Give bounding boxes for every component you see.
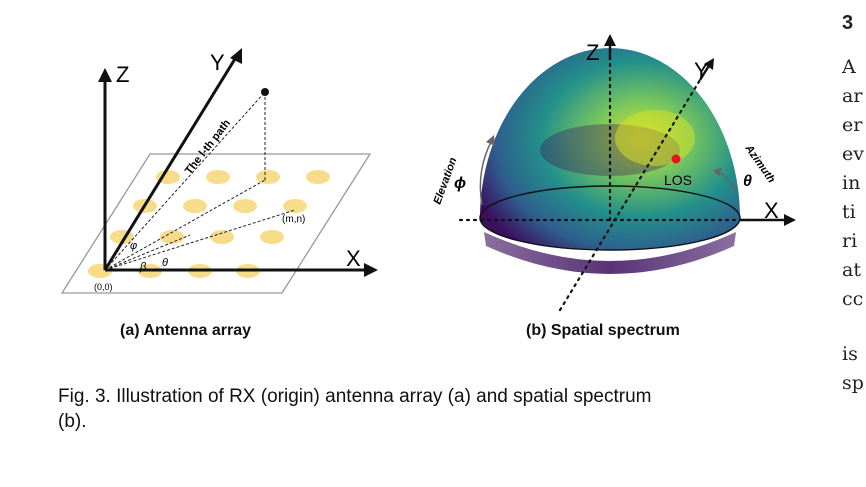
spectrum-band bbox=[484, 232, 736, 274]
phi-label: φ bbox=[130, 240, 137, 252]
figure-caption: Fig. 3. Illustration of RX (origin) ante… bbox=[58, 384, 798, 434]
axis-label-y: Y bbox=[210, 50, 225, 75]
text-line: cc bbox=[842, 288, 864, 310]
axis-label-x: X bbox=[764, 198, 779, 223]
source-point bbox=[261, 88, 269, 96]
text-line: ri bbox=[842, 230, 858, 252]
beta-label: β bbox=[139, 261, 147, 273]
text-line: ti bbox=[842, 201, 856, 223]
dotted-axes bbox=[458, 48, 757, 312]
antenna-elements bbox=[88, 170, 330, 278]
text-line: er bbox=[842, 114, 863, 136]
array-plane bbox=[60, 153, 372, 294]
text-line: at bbox=[842, 259, 861, 281]
axis-label-x: X bbox=[346, 246, 361, 271]
right-column-text: 3 A ar er ev in ti ri at cc is sp bbox=[842, 12, 866, 398]
theta-label: θ bbox=[162, 257, 168, 269]
text-line: is bbox=[842, 343, 858, 365]
text-line: A bbox=[842, 56, 856, 78]
axes bbox=[103, 53, 370, 272]
spatial-spectrum-figure: Z Y X Elevation ϕ Azimuth θ LOS bbox=[432, 34, 796, 312]
section-number: 3 bbox=[842, 12, 854, 34]
text-line: sp bbox=[842, 372, 864, 394]
los-point bbox=[671, 154, 681, 164]
path-lines bbox=[104, 91, 296, 271]
subcaption-b: (b) Spatial spectrum bbox=[526, 322, 680, 339]
origin-label: (0,0) bbox=[94, 282, 113, 292]
caption-line-2: (b). bbox=[58, 411, 87, 432]
spectrum-hotspot bbox=[615, 110, 695, 166]
point-label: (m,n) bbox=[282, 214, 305, 225]
los-label: LOS bbox=[664, 172, 692, 188]
axis-label-z: Z bbox=[586, 40, 599, 65]
elevation-symbol: ϕ bbox=[454, 175, 466, 192]
text-line: ev bbox=[842, 143, 864, 165]
path-label: The l-th path bbox=[183, 117, 233, 177]
text-line: in bbox=[842, 172, 861, 194]
elevation-arrow bbox=[479, 139, 493, 206]
text-line: ar bbox=[842, 85, 863, 107]
caption-line-1: Fig. 3. Illustration of RX (origin) ante… bbox=[58, 386, 652, 407]
azimuth-symbol: θ bbox=[743, 173, 752, 190]
subcaption-a: (a) Antenna array bbox=[120, 322, 251, 339]
axis-label-z: Z bbox=[116, 62, 129, 87]
antenna-array-figure: Z Y X The l-th path (0,0) (m,n) φ β θ bbox=[60, 48, 378, 294]
axis-label-y: Y bbox=[694, 58, 709, 83]
